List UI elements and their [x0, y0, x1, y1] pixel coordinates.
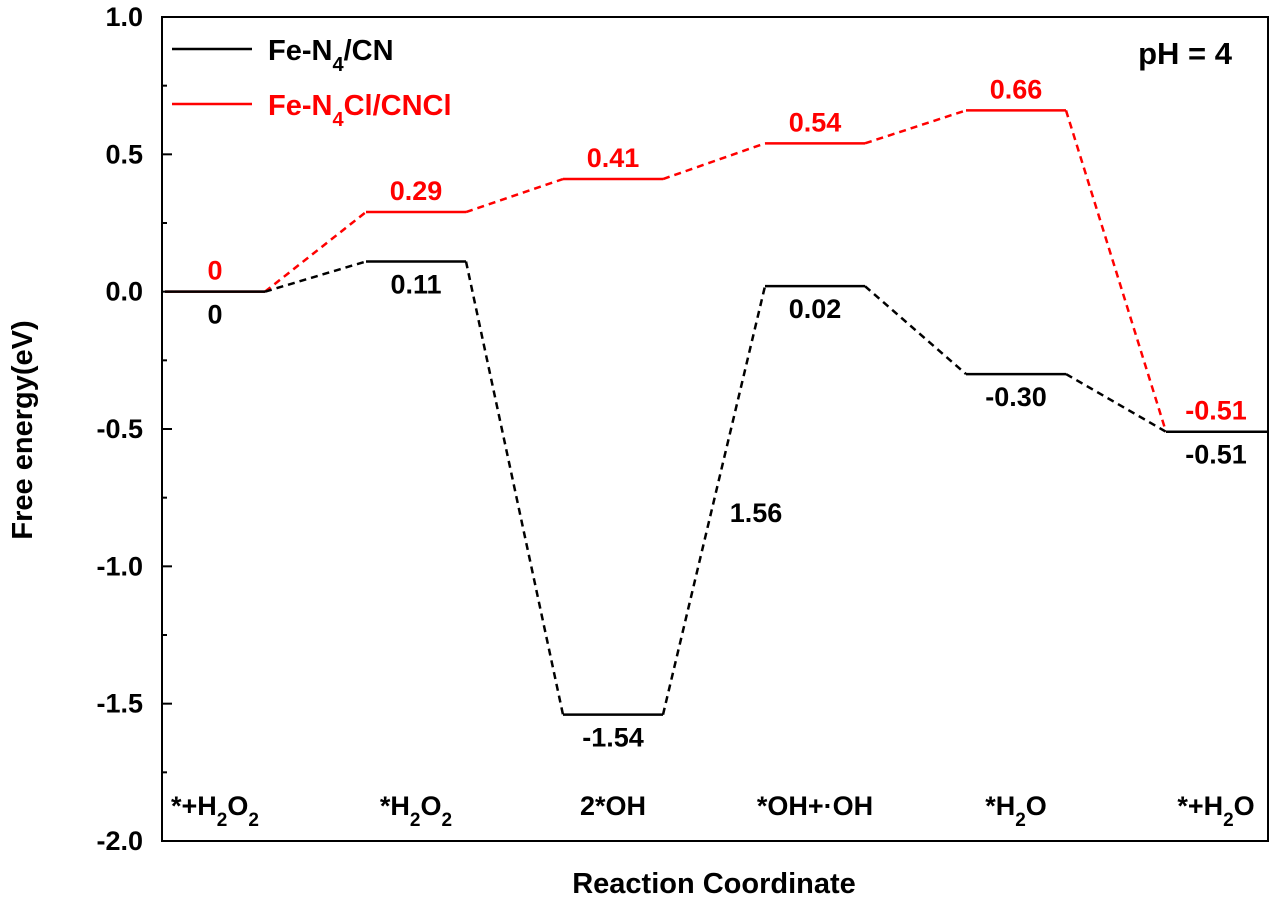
data-label: 0.02	[789, 294, 842, 324]
y-tick-label: -1.5	[96, 689, 143, 719]
value-labels: 0 0.11 -1.54 0.02 -0.30 -0.51 0 0.29 0.41 0.54 0.6…	[207, 74, 1246, 752]
step-label: 2*OH	[580, 791, 646, 821]
transition-line	[464, 261, 565, 715]
y-tick-label: -1.0	[96, 551, 143, 581]
transition-line	[864, 285, 967, 376]
y-axis: 1.0 0.5 0.0 -0.5 -1.0 -1.5 -2.0	[96, 2, 172, 856]
data-label: -0.51	[1185, 396, 1247, 426]
data-label: 0.41	[587, 143, 640, 173]
transition-line	[864, 109, 967, 145]
step-label: *+H2O2	[171, 791, 259, 831]
transition-line	[662, 142, 766, 181]
data-label: 0.66	[990, 74, 1043, 104]
transition-line	[465, 177, 564, 214]
step-label: *OH+·OH	[757, 791, 873, 821]
step-label: *+H2O	[1177, 791, 1254, 831]
y-tick-label: -2.0	[96, 826, 143, 856]
data-label: -1.54	[582, 723, 644, 753]
data-label: 0.11	[390, 269, 441, 299]
data-label: -0.30	[985, 382, 1047, 412]
data-label: 0.29	[390, 176, 443, 206]
data-label: 0.54	[789, 107, 842, 137]
legend-label-fe-n4cl-cncl: Fe-N4Cl/CNCl	[268, 90, 452, 131]
transition-line	[264, 260, 367, 293]
transition-line	[1065, 372, 1167, 433]
data-label: 0	[207, 256, 222, 286]
y-axis-title: Free energy(eV)	[7, 320, 39, 539]
y-tick-label: 0.0	[105, 277, 143, 307]
data-label: -0.51	[1185, 440, 1247, 470]
step-label: *H2O2	[380, 791, 452, 831]
plot-frame	[161, 16, 1269, 842]
data-label: 0	[207, 300, 222, 330]
y-tick-label: 0.5	[105, 139, 143, 169]
ph-annotation: pH = 4	[1138, 36, 1233, 71]
y-tick-label: -0.5	[96, 414, 143, 444]
x-axis-title: Reaction Coordinate	[572, 868, 856, 898]
barrier-label: 1.56	[730, 498, 783, 528]
legend: Fe-N4/CN Fe-N4Cl/CNCl	[172, 35, 452, 131]
legend-label-fe-n4-cn: Fe-N4/CN	[268, 35, 394, 76]
y-tick-label: 1.0	[105, 2, 143, 32]
energy-levels	[165, 109, 1268, 716]
transition-line	[661, 285, 767, 715]
transition-line	[264, 211, 367, 293]
step-labels: *+H2O2 *H2O2 2*OH *OH+·OH *H2O *+H2O	[171, 791, 1255, 831]
step-label: *H2O	[985, 791, 1047, 831]
transition-line	[1064, 110, 1168, 433]
